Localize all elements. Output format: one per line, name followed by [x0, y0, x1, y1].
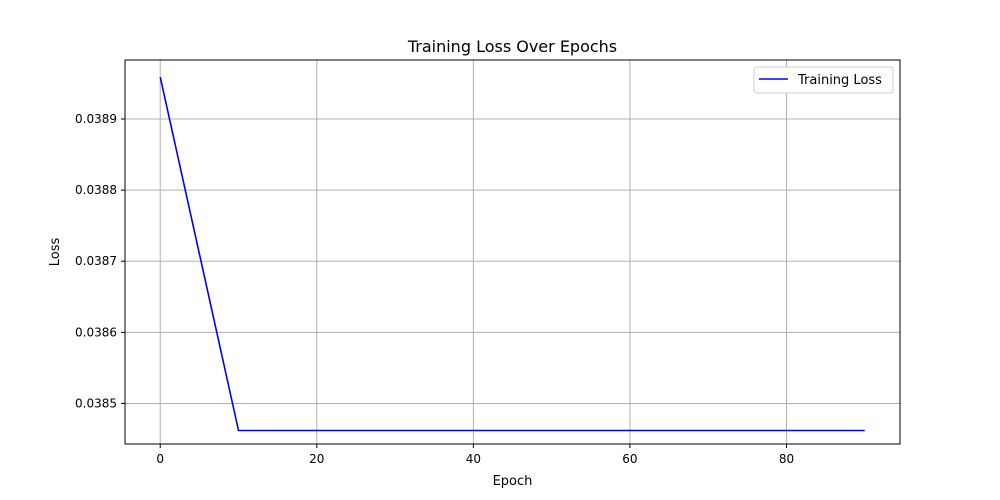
- plot-frame: [124, 59, 901, 445]
- y-tick-label: 0.0385: [75, 396, 117, 410]
- grid: [125, 60, 900, 444]
- y-axis: 0.0385 0.0386 0.0387 0.0388 0.0389: [75, 112, 125, 410]
- legend: Training Loss: [753, 66, 894, 94]
- legend-label: Training Loss: [797, 73, 882, 88]
- series-line-training-loss: [159, 76, 865, 432]
- chart-title: Training Loss Over Epochs: [407, 37, 617, 56]
- y-axis-label: Loss: [48, 238, 63, 267]
- y-tick-label: 0.0386: [75, 325, 117, 339]
- x-axis: 0 20 40 60 80: [156, 444, 794, 466]
- y-tick-label: 0.0387: [75, 254, 117, 268]
- series-layer: [159, 76, 865, 432]
- x-tick-label: 40: [466, 452, 481, 466]
- x-axis-label: Epoch: [493, 474, 533, 489]
- y-tick-label: 0.0389: [75, 112, 117, 126]
- x-tick-label: 60: [622, 452, 637, 466]
- x-tick-label: 20: [309, 452, 324, 466]
- legend-box: [753, 66, 894, 94]
- x-tick-label: 80: [779, 452, 794, 466]
- y-tick-label: 0.0388: [75, 183, 117, 197]
- x-tick-label: 0: [156, 452, 164, 466]
